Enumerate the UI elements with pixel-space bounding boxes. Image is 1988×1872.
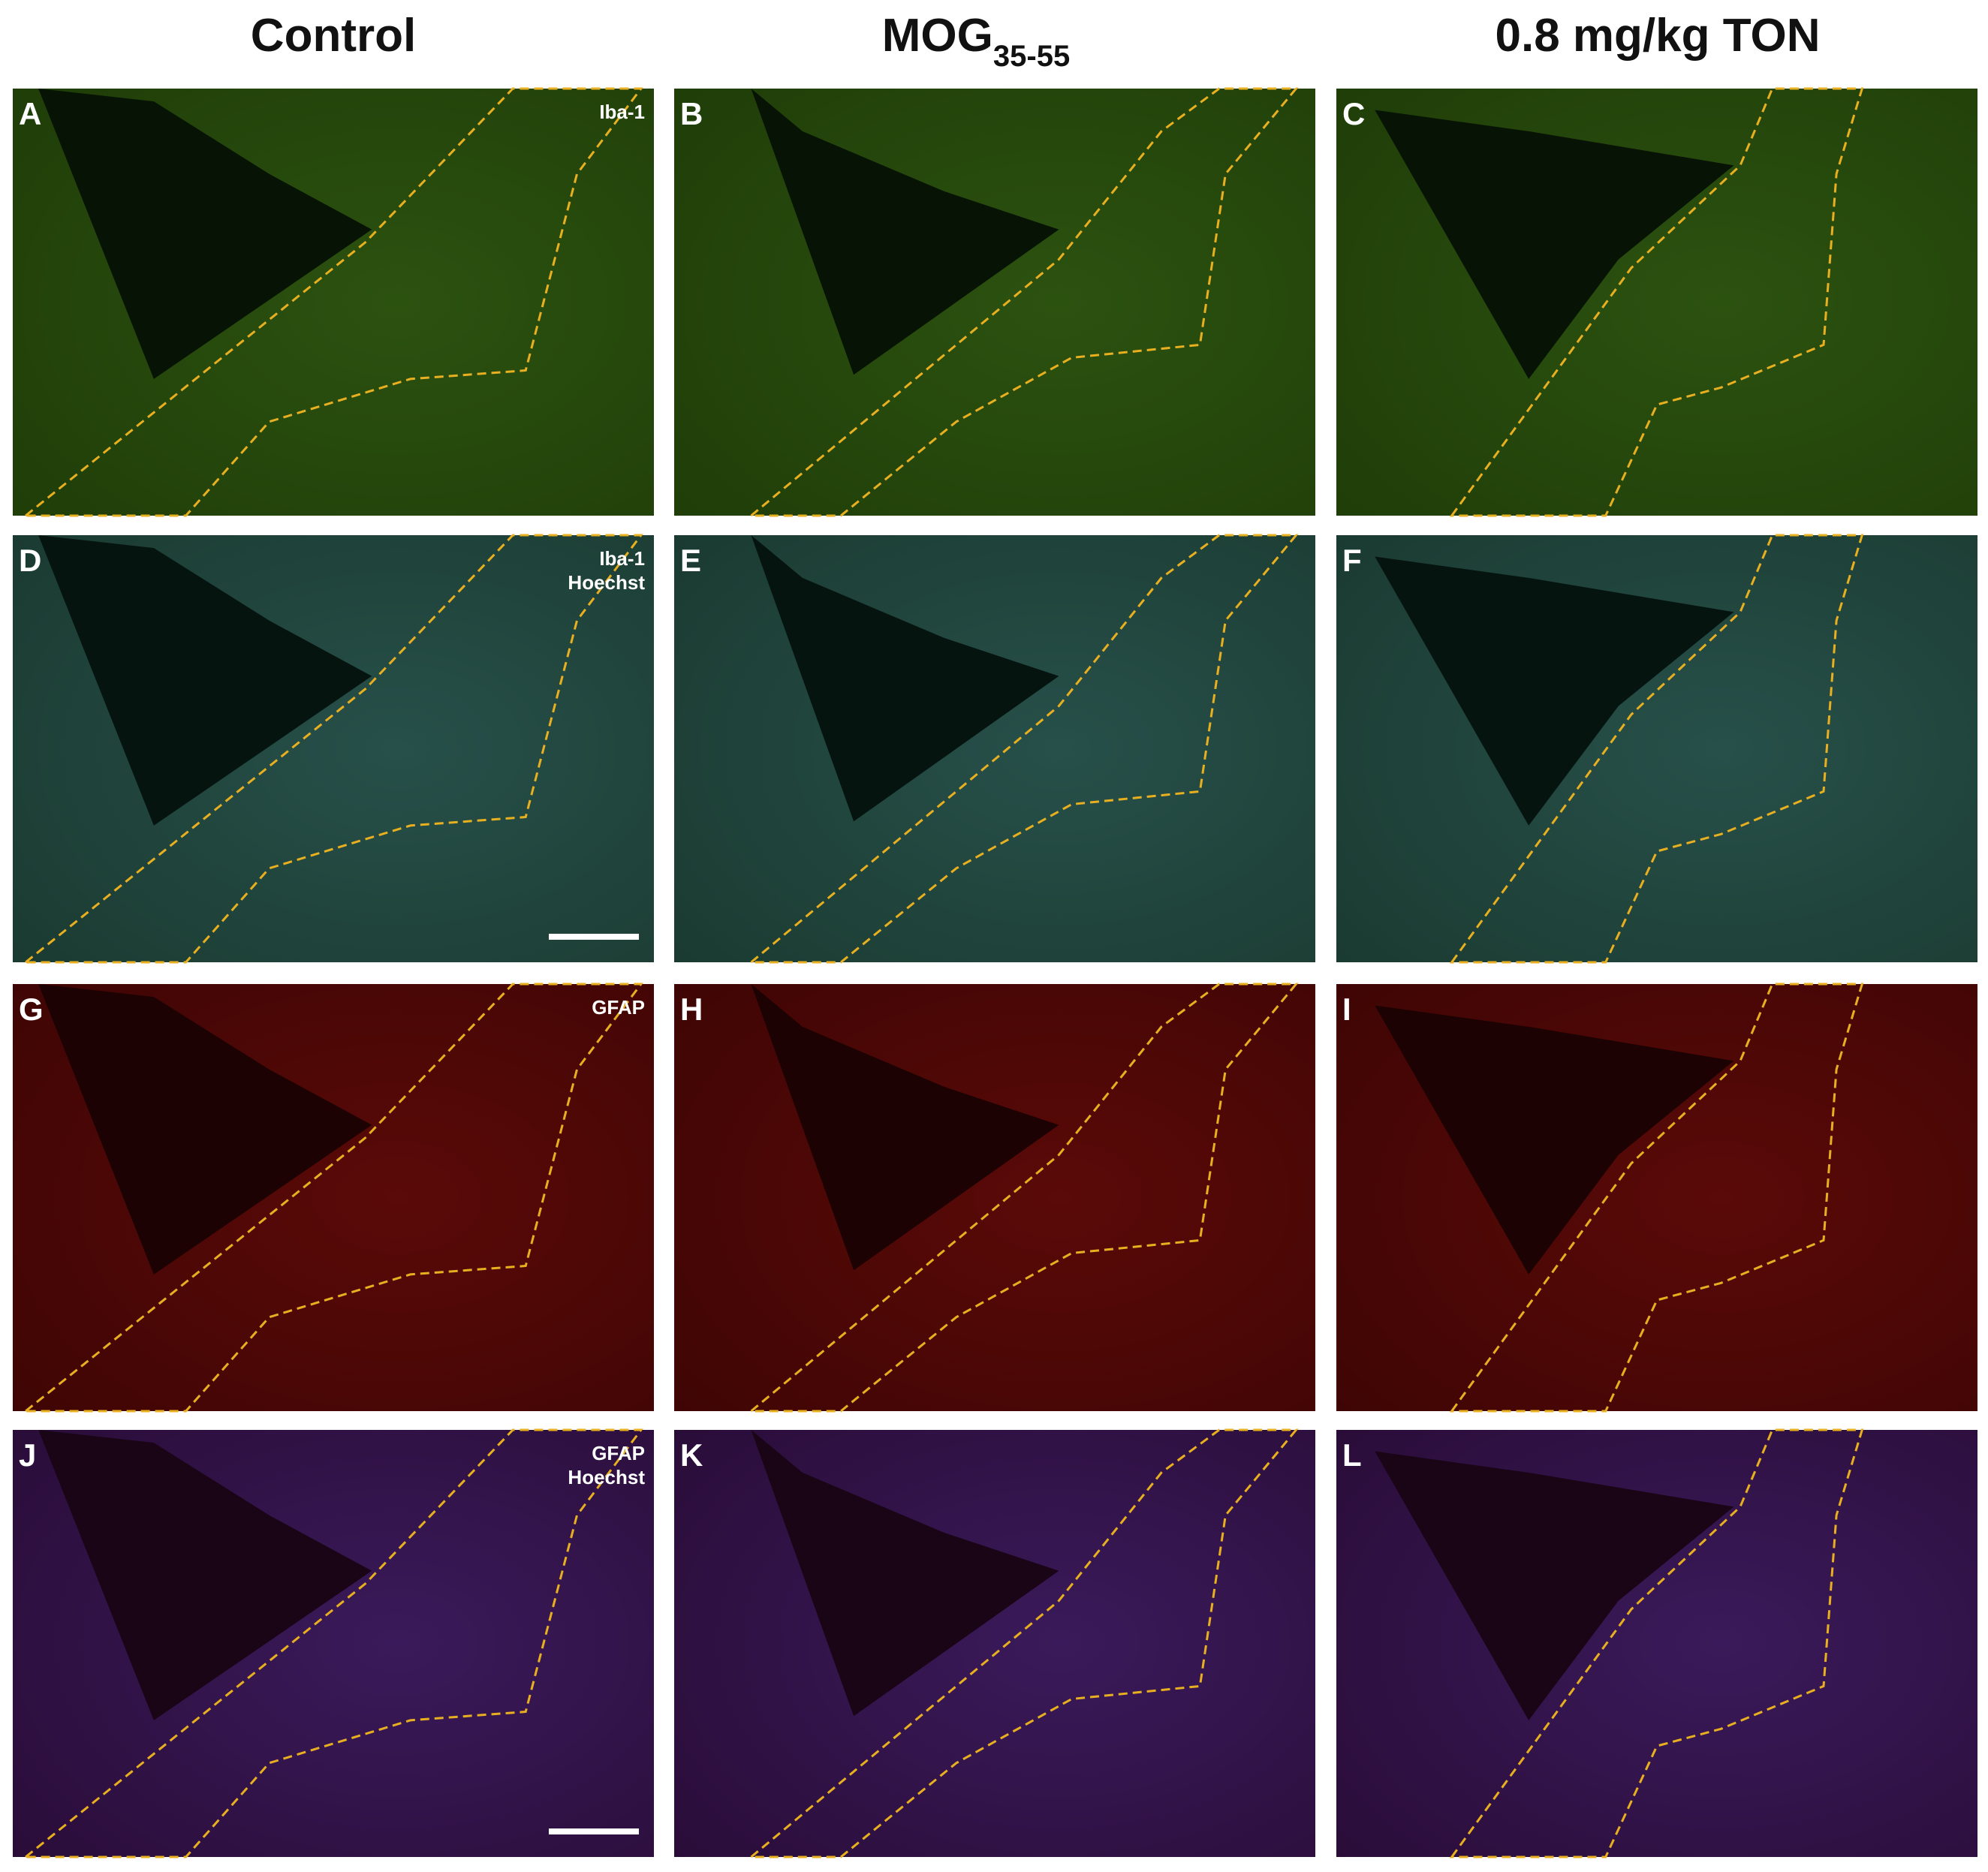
panel-letter: G [19, 992, 44, 1027]
column-title-main: MOG [882, 10, 993, 62]
ventricle [38, 535, 372, 826]
panel: C [1336, 87, 1977, 517]
panel-letter: F [1342, 543, 1362, 578]
column-title: 0.8 mg/kg TON [1496, 10, 1821, 62]
ventricle [751, 89, 1059, 375]
panel-letter: H [680, 992, 703, 1027]
panel-letter: K [680, 1437, 703, 1473]
panel: A Iba-1 [13, 87, 654, 517]
stain-label: GFAP [592, 996, 645, 1019]
region-outline [22, 1428, 643, 1858]
column-title: Control [251, 10, 416, 62]
stain-label: Iba-1 [599, 547, 645, 570]
region-outline [1449, 534, 1864, 964]
stain-label: Hoechst [568, 571, 645, 594]
region-outline [1449, 983, 1864, 1413]
ventricle [1375, 556, 1734, 826]
ventricle [1375, 1451, 1734, 1720]
panel-letter: D [19, 543, 41, 578]
column-title-subscript: 35-55 [993, 40, 1070, 73]
panel-letter: B [680, 96, 703, 131]
stain-label: Hoechst [568, 1466, 645, 1488]
panel-letter: C [1342, 96, 1365, 131]
panel: H [674, 983, 1315, 1413]
region-outline [22, 983, 643, 1413]
region-outline [22, 534, 643, 964]
region-outline [1449, 1428, 1864, 1858]
panel: I [1336, 983, 1977, 1413]
ventricle [38, 984, 372, 1275]
column-title: MOG35-55 [882, 10, 1070, 73]
panel: L [1336, 1428, 1977, 1858]
panel-letter: I [1342, 992, 1351, 1027]
panel-letter: L [1342, 1437, 1362, 1473]
panel-letter: A [19, 96, 41, 131]
panel: B [674, 87, 1315, 517]
panel-letter: J [19, 1437, 36, 1473]
panel: G GFAP [13, 983, 654, 1413]
stain-label: Iba-1 [599, 101, 645, 123]
panel: F [1336, 534, 1977, 964]
panel-letter: E [680, 543, 701, 578]
micrograph [674, 535, 1315, 962]
region-outline [1449, 87, 1864, 517]
ventricle [751, 1430, 1059, 1717]
ventricle [38, 1430, 372, 1720]
stain-label: GFAP [592, 1442, 645, 1464]
panel: E [674, 534, 1315, 964]
panel: K [674, 1428, 1315, 1858]
micrograph [674, 984, 1315, 1411]
ventricle [1375, 110, 1734, 379]
region-outline [22, 87, 643, 517]
micrograph [674, 89, 1315, 516]
ventricle [1375, 1005, 1734, 1275]
ventricle [38, 89, 372, 379]
micrograph [674, 1430, 1315, 1857]
